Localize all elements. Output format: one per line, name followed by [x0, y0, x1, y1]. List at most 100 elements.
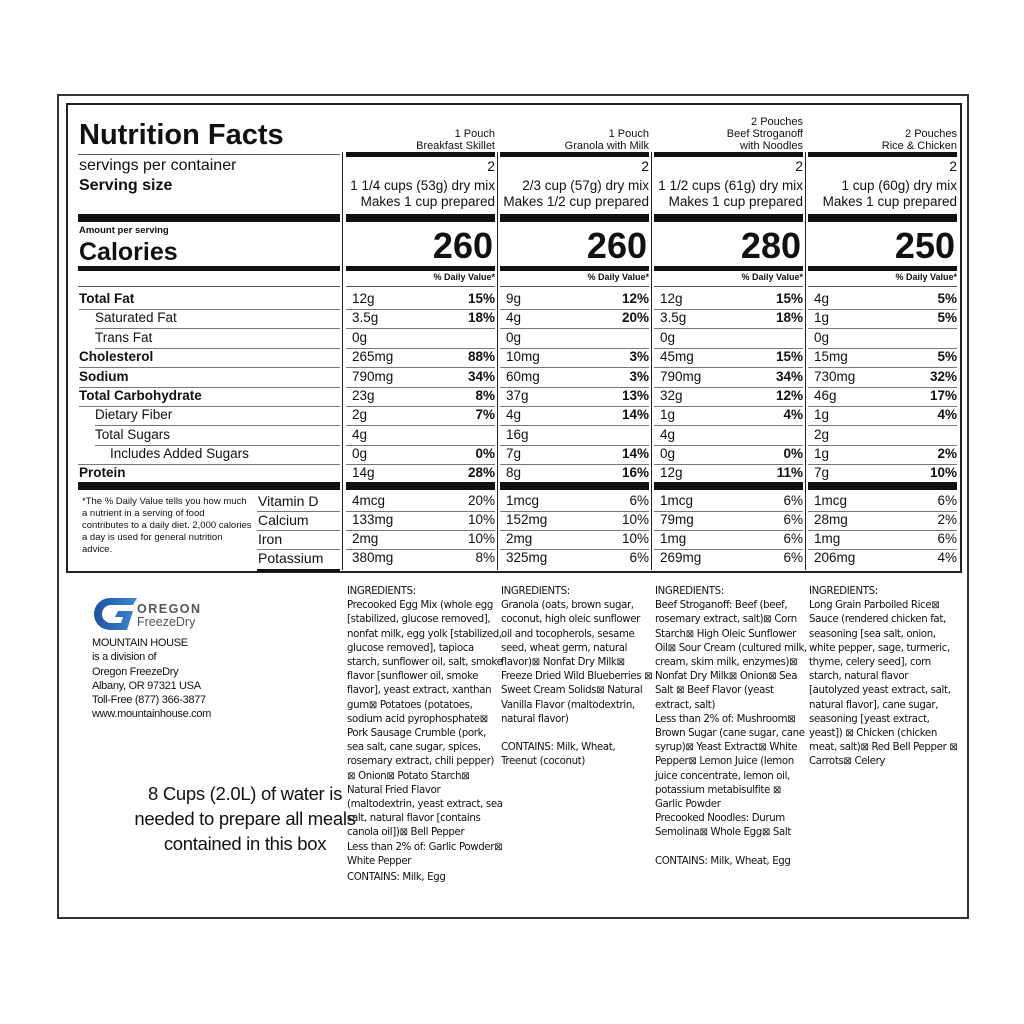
rule	[78, 464, 340, 465]
rule	[654, 406, 803, 407]
rule	[78, 154, 340, 155]
rule	[95, 425, 340, 426]
rule	[808, 309, 957, 310]
nutrient-amount: 16g	[506, 427, 529, 442]
rule	[346, 367, 495, 368]
rule	[808, 425, 957, 426]
calories-value: 260	[586, 225, 647, 266]
serving-size-value: 1 cup (60g) dry mix	[841, 178, 957, 193]
rule	[808, 445, 957, 446]
thick-rule	[78, 482, 340, 490]
ingredients-heading: INGREDIENTS:	[655, 586, 724, 597]
vitamin-dv: 6%	[937, 493, 957, 508]
prepared-value: Makes 1 cup prepared	[360, 194, 495, 209]
ingredients-extra: Precooked Noodles: Durum Semolina⊠ Whole…	[655, 813, 792, 839]
nutrient-amount: 23g	[352, 388, 375, 403]
rule	[808, 387, 957, 388]
rule	[654, 425, 803, 426]
vitamin-dv: 4%	[937, 550, 957, 565]
nutrient-dv: 4%	[937, 407, 957, 422]
vitamin-dv: 2%	[937, 512, 957, 527]
servings-value: 2	[795, 158, 803, 174]
nutrient-amount: 3.5g	[352, 310, 379, 325]
nutrient-dv: 88%	[467, 349, 495, 364]
vitamin-amount: 1mg	[814, 531, 841, 546]
ingredients-block: INGREDIENTS: Beef Stroganoff: Beef (beef,…	[655, 585, 807, 869]
vitamin-amount: 1mcg	[506, 493, 540, 508]
rule	[808, 464, 957, 465]
amount-per-serving: Amount per serving	[79, 225, 169, 236]
rule	[808, 511, 957, 512]
dv-header: % Daily Value*	[433, 272, 495, 282]
ingredients-block: INGREDIENTS: Long Grain Parboiled Rice⊠ S…	[809, 585, 961, 770]
nutrient-amount: 790mg	[352, 369, 394, 384]
vitamin-label: Iron	[258, 531, 283, 547]
vitamin-dv: 10%	[467, 531, 495, 546]
nutrient-dv: 34%	[467, 369, 495, 384]
rule	[500, 549, 649, 550]
rule	[500, 367, 649, 368]
rule	[346, 406, 495, 407]
rule	[95, 445, 340, 446]
rule	[654, 511, 803, 512]
nutrient-amount: 0g	[660, 446, 676, 461]
prepared-value: Makes 1 cup prepared	[822, 194, 957, 209]
prepared-value: Makes 1 cup prepared	[668, 194, 803, 209]
vitamin-amount: 1mg	[660, 531, 687, 546]
nutrient-dv: 20%	[621, 310, 649, 325]
rule	[654, 464, 803, 465]
rule	[654, 328, 803, 329]
nutrient-amount: 1g	[660, 407, 676, 422]
nutrient-dv: 12%	[621, 291, 649, 306]
label-title: Nutrition Facts	[79, 119, 284, 151]
nutrient-dv: 0%	[783, 446, 803, 461]
nutrient-amount: 7g	[506, 446, 522, 461]
nutrient-amount: 32g	[660, 388, 683, 403]
nutrient-amount: 8g	[506, 465, 522, 480]
rule	[654, 445, 803, 446]
footnote: *The % Daily Value tells you how much a …	[82, 496, 252, 555]
dv-header: % Daily Value*	[741, 272, 803, 282]
vitamin-dv: 6%	[629, 493, 649, 508]
column-divider	[651, 152, 652, 570]
vitamin-dv: 6%	[783, 493, 803, 508]
rule	[346, 286, 495, 287]
nutrient-dv: 3%	[629, 349, 649, 364]
rule	[500, 464, 649, 465]
nutrient-amount: 1g	[814, 407, 830, 422]
rule	[257, 530, 340, 531]
vitamin-dv: 10%	[467, 512, 495, 527]
vitamin-amount: 152mg	[506, 512, 548, 527]
nutrient-amount: 12g	[660, 291, 683, 306]
nutrient-label: Total Fat	[79, 291, 135, 306]
vitamin-dv: 6%	[783, 512, 803, 527]
rule	[346, 425, 495, 426]
nutrient-dv: 5%	[937, 349, 957, 364]
rule	[346, 511, 495, 512]
vitamin-amount: 380mg	[352, 550, 394, 565]
rule	[346, 445, 495, 446]
thick-rule	[500, 482, 649, 490]
nutrient-amount: 2g	[814, 427, 830, 442]
nutrient-dv: 12%	[775, 388, 803, 403]
product-name: 1 Pouch	[454, 128, 495, 140]
vitamin-amount: 133mg	[352, 512, 394, 527]
nutrient-amount: 45mg	[660, 349, 694, 364]
ingredients-heading: INGREDIENTS:	[347, 586, 416, 597]
nutrient-amount: 12g	[352, 291, 375, 306]
serving-size-label: Serving size	[79, 177, 173, 194]
nutrient-dv: 4%	[783, 407, 803, 422]
company-logo	[93, 597, 213, 631]
nutrient-label: Cholesterol	[79, 349, 154, 364]
rule	[500, 328, 649, 329]
ingredients-text: Granola (oats, brown sugar, coconut, hig…	[501, 600, 653, 725]
nutrient-dv: 3%	[629, 369, 649, 384]
water-note: needed to prepare all meals	[134, 808, 356, 829]
rule	[346, 387, 495, 388]
rule	[654, 530, 803, 531]
nutrient-amount: 0g	[814, 330, 830, 345]
rule	[808, 286, 957, 287]
thick-rule	[257, 569, 340, 572]
medium-rule	[500, 266, 649, 271]
calories-label: Calories	[79, 238, 178, 266]
